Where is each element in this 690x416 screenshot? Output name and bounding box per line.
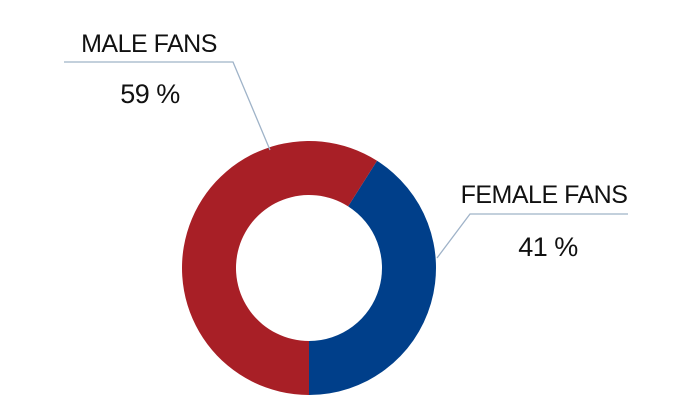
- leader-line-male: [64, 61, 271, 151]
- slice-value-male: 59 %: [120, 79, 180, 109]
- leader-line-female: [436, 213, 628, 259]
- slice-label-male: MALE FANS: [81, 30, 217, 58]
- slice-male: [181, 140, 378, 395]
- slice-label-female: FEMALE FANS: [461, 181, 628, 209]
- slice-value-female: 41 %: [518, 232, 578, 262]
- donut-slices: [181, 140, 436, 395]
- slice-female: [309, 160, 436, 395]
